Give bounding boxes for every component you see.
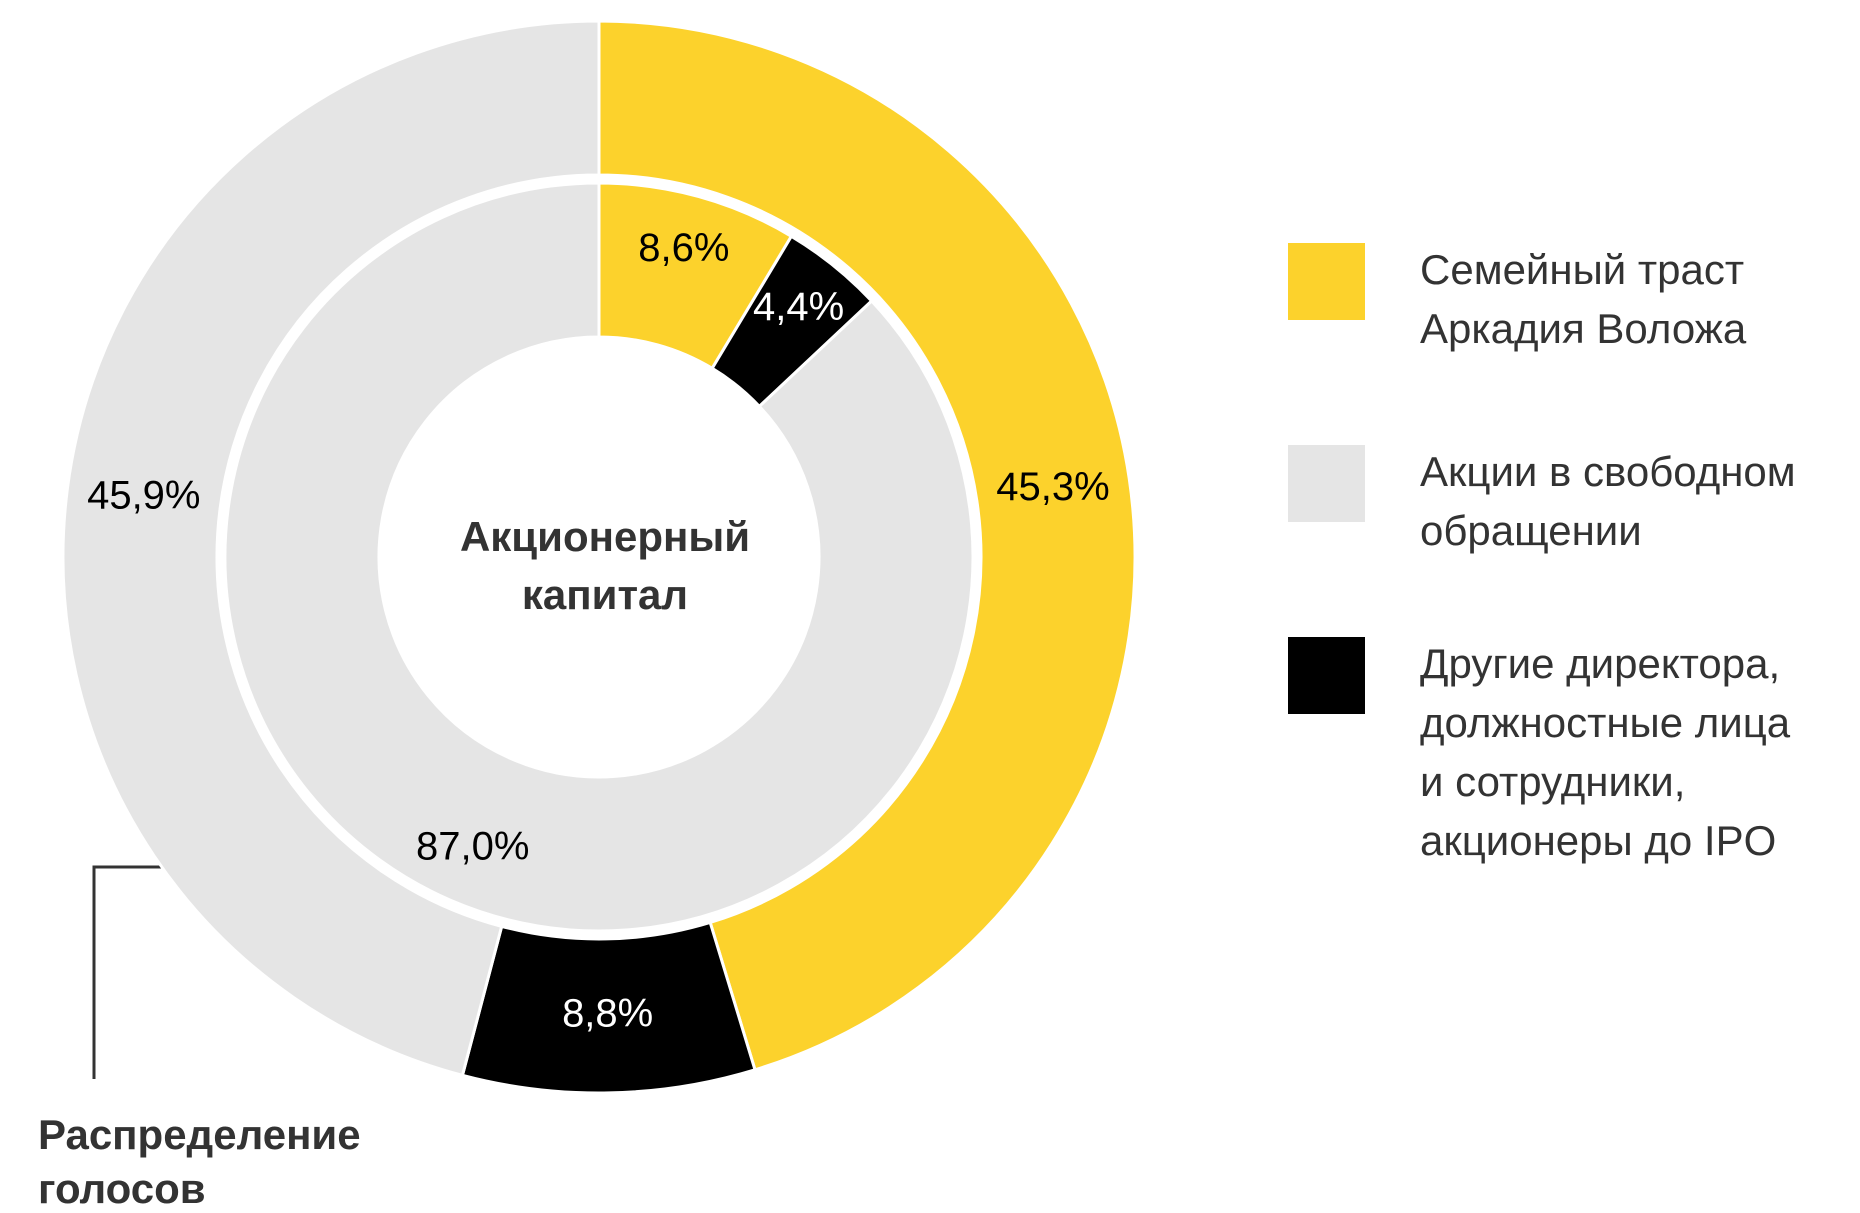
value-label: 4,4%: [753, 285, 844, 329]
legend-label: Семейный траст: [1420, 246, 1744, 293]
legend-swatch: [1288, 243, 1365, 320]
legend-label: акционеры до IPO: [1420, 817, 1776, 864]
center-label: Акционерный: [460, 513, 750, 560]
ring-label: Распределение: [38, 1111, 361, 1158]
ring-label: голосов: [38, 1165, 206, 1212]
donut-segment: [223, 181, 975, 933]
center-label: капитал: [522, 571, 688, 618]
legend-label: и сотрудники,: [1420, 758, 1685, 805]
value-label: 87,0%: [416, 824, 529, 868]
legend-label: должностные лица: [1420, 699, 1791, 746]
legend-swatch: [1288, 445, 1365, 522]
value-label: 8,8%: [562, 991, 653, 1035]
legend-label: обращении: [1420, 507, 1642, 554]
legend-swatch: [1288, 637, 1365, 714]
legend-label: Акции в свободном: [1420, 448, 1796, 495]
value-label: 8,6%: [638, 226, 729, 270]
value-label: 45,9%: [87, 474, 200, 518]
donut-segment: [61, 19, 601, 1078]
value-label: 45,3%: [996, 465, 1109, 509]
legend-label: Другие директора,: [1420, 640, 1780, 687]
legend-label: Аркадия Воложа: [1420, 305, 1747, 352]
donut-segment: [597, 19, 1137, 1072]
